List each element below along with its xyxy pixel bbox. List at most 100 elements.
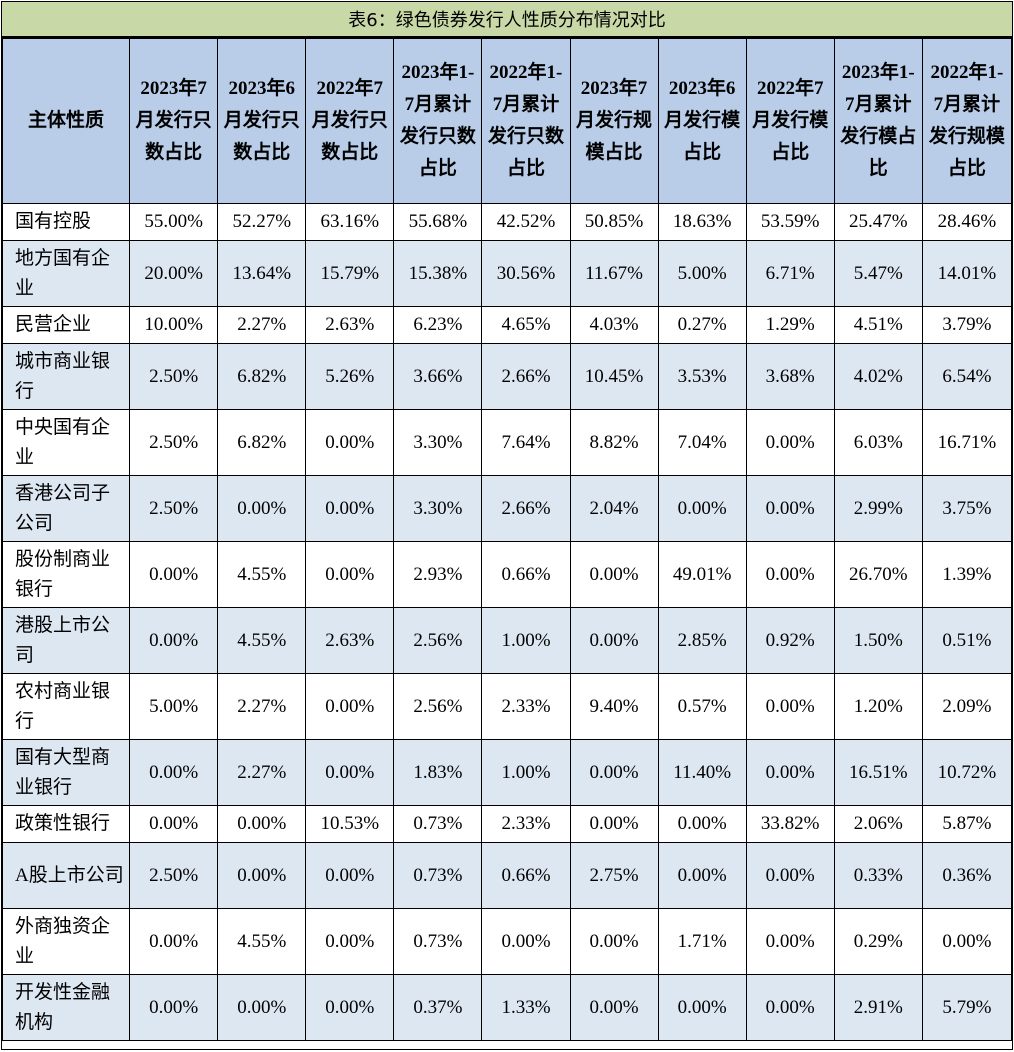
table-cell: 6.71% <box>745 240 835 307</box>
table-cell: 2.93% <box>393 541 483 608</box>
header-col-10: 2022年1-7月累计发行规模占比 <box>921 38 1013 204</box>
header-col-7: 2023年6月发行模占比 <box>657 38 747 204</box>
table-row: 地方国有企业 20.00% 13.64% 15.79% 15.38% 30.56% 11.6… <box>1 240 1013 307</box>
table-cell: 4.55% <box>217 908 307 975</box>
table-cell: 16.71% <box>921 409 1013 476</box>
table-cell: 0.00% <box>569 607 659 674</box>
table-row: 股份制商业银行 0.00% 4.55% 0.00% 2.93% 0.66% 0.00% 49.… <box>1 541 1013 608</box>
table-cell: 3.30% <box>393 409 483 476</box>
table-cell: 0.66% <box>481 541 571 608</box>
table-cell: 0.00% <box>745 739 835 806</box>
table-cell: 0.00% <box>217 475 307 542</box>
table-cell: 11.67% <box>569 240 659 307</box>
table-cell: 25.47% <box>833 203 923 241</box>
table-cell: 9.40% <box>569 673 659 740</box>
table-cell: 0.00% <box>129 541 219 608</box>
table-cell: 3.30% <box>393 475 483 542</box>
table-cell: 0.00% <box>921 908 1013 975</box>
table-cell: 0.00% <box>305 908 395 975</box>
table-cell: 2.09% <box>921 673 1013 740</box>
header-col-6: 2023年7月发行规模占比 <box>569 38 659 204</box>
header-col-5: 2022年1-7月累计发行只数占比 <box>481 38 571 204</box>
table-cell: 0.73% <box>393 805 483 843</box>
table-cell: 28.46% <box>921 203 1013 241</box>
row-entity-type: 开发性金融机构 <box>1 974 131 1041</box>
table-title: 表6：绿色债券发行人性质分布情况对比 <box>2 2 1012 38</box>
table-cell: 2.50% <box>129 475 219 542</box>
table-cell: 5.00% <box>657 240 747 307</box>
table-cell: 2.56% <box>393 673 483 740</box>
table-cell: 0.00% <box>745 974 835 1041</box>
table-cell: 26.70% <box>833 541 923 608</box>
table-cell: 0.29% <box>833 908 923 975</box>
table-cell: 52.27% <box>217 203 307 241</box>
table-cell: 7.64% <box>481 409 571 476</box>
table-cell: 49.01% <box>657 541 747 608</box>
header-col-label: 2022年7月发行只数占比 <box>311 78 388 163</box>
table-cell: 1.29% <box>745 306 835 344</box>
table-cell: 2.06% <box>833 805 923 843</box>
table-cell: 0.00% <box>657 805 747 843</box>
table-cell: 3.75% <box>921 475 1013 542</box>
table-row: 民营企业 10.00% 2.27% 2.63% 6.23% 4.65% 4.03% 0.27%… <box>1 306 1013 344</box>
table-cell: 0.66% <box>481 842 571 909</box>
header-col-1: 2023年7月发行只数占比 <box>129 38 219 204</box>
table-cell: 0.00% <box>745 475 835 542</box>
table-cell: 0.00% <box>305 475 395 542</box>
table-cell: 2.91% <box>833 974 923 1041</box>
table-cell: 5.47% <box>833 240 923 307</box>
table-cell: 2.27% <box>217 306 307 344</box>
header-col-label: 2023年1-7月累计发行模占比 <box>840 62 917 179</box>
header-col-2: 2023年6月发行只数占比 <box>217 38 307 204</box>
row-entity-type: 中央国有企业 <box>1 409 131 476</box>
table-cell: 53.59% <box>745 203 835 241</box>
table-cell: 4.02% <box>833 343 923 410</box>
table-cell: 1.33% <box>481 974 571 1041</box>
table-cell: 0.00% <box>217 842 307 909</box>
table-row: 政策性银行 0.00% 0.00% 10.53% 0.73% 2.33% 0.00% 0.00… <box>1 805 1013 843</box>
table-cell: 0.27% <box>657 306 747 344</box>
header-col-3: 2022年7月发行只数占比 <box>305 38 395 204</box>
table-cell: 3.79% <box>921 306 1013 344</box>
table-cell: 0.00% <box>569 739 659 806</box>
row-entity-type: 香港公司子公司 <box>1 475 131 542</box>
table-cell: 10.72% <box>921 739 1013 806</box>
row-entity-type: 地方国有企业 <box>1 240 131 307</box>
table-cell: 0.00% <box>129 908 219 975</box>
table-cell: 0.00% <box>305 842 395 909</box>
table-cell: 5.79% <box>921 974 1013 1041</box>
row-entity-type: 城市商业银行 <box>1 343 131 410</box>
table-cell: 0.00% <box>569 541 659 608</box>
table-cell: 4.65% <box>481 306 571 344</box>
header-col-label: 2023年7月发行规模占比 <box>576 78 653 163</box>
header-col-4: 2023年1-7月累计发行只数占比 <box>393 38 483 204</box>
table-cell: 6.82% <box>217 343 307 410</box>
table-cell: 0.00% <box>657 842 747 909</box>
table-cell: 55.00% <box>129 203 219 241</box>
table-cell: 0.00% <box>129 739 219 806</box>
table-cell: 0.00% <box>305 673 395 740</box>
table-cell: 0.00% <box>745 409 835 476</box>
table-cell: 1.71% <box>657 908 747 975</box>
table-row: 开发性金融机构 0.00% 0.00% 0.00% 0.37% 1.33% 0.00% 0.0… <box>1 974 1013 1041</box>
table-cell: 0.00% <box>569 974 659 1041</box>
table-cell: 6.03% <box>833 409 923 476</box>
table-cell: 0.92% <box>745 607 835 674</box>
table-cell: 6.23% <box>393 306 483 344</box>
table-cell: 0.00% <box>129 805 219 843</box>
header-col-8: 2022年7月发行模占比 <box>745 38 835 204</box>
table-cell: 0.73% <box>393 842 483 909</box>
table-cell: 0.00% <box>481 908 571 975</box>
table-cell: 0.00% <box>129 974 219 1041</box>
table-cell: 0.00% <box>745 842 835 909</box>
table-cell: 0.73% <box>393 908 483 975</box>
table-cell: 6.82% <box>217 409 307 476</box>
table-cell: 14.01% <box>921 240 1013 307</box>
row-entity-type: 农村商业银行 <box>1 673 131 740</box>
row-entity-type: 国有控股 <box>1 203 131 241</box>
table-cell: 0.00% <box>305 409 395 476</box>
table-cell: 0.00% <box>305 739 395 806</box>
table-cell: 4.03% <box>569 306 659 344</box>
table-cell: 0.00% <box>129 607 219 674</box>
